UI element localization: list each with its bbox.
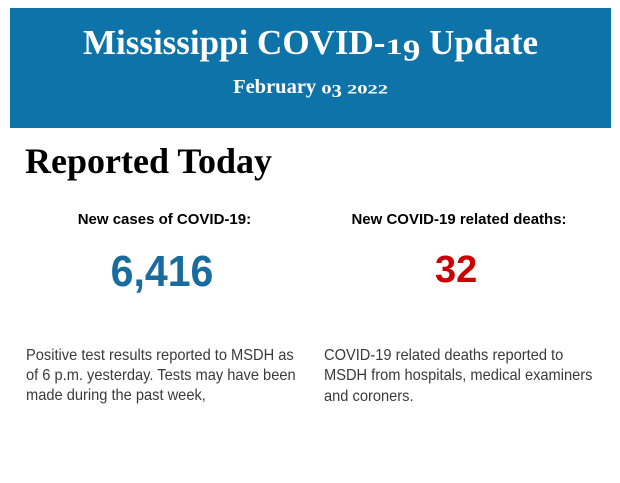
cases-value: 6,416: [110, 247, 214, 297]
cases-label: New cases of COVID-19:: [77, 210, 252, 228]
banner-date: February 03 2022: [233, 75, 388, 101]
deaths-description: COVID-19 related deaths reported to MSDH…: [324, 347, 593, 405]
cases-description: Positive test results reported to MSDH a…: [25, 346, 296, 405]
banner: Mississippi COVID-19 Update February 03 …: [10, 8, 611, 128]
deaths-value: 32: [434, 249, 478, 292]
page-title: Mississippi COVID-19 Update: [82, 23, 539, 68]
deaths-label: New COVID-19 related deaths:: [351, 210, 567, 228]
section-title: Reported Today: [25, 140, 273, 181]
